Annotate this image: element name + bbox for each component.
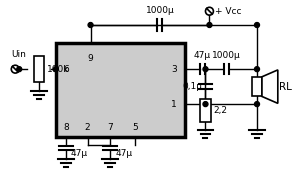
Bar (56, 43, 185, 137)
Text: 1000μ: 1000μ (146, 6, 174, 15)
Text: 47μ: 47μ (71, 149, 88, 158)
Text: 1: 1 (171, 100, 177, 109)
Text: 2,2: 2,2 (213, 106, 227, 115)
Bar (252, 77, 262, 96)
Text: Uin: Uin (11, 50, 26, 59)
Text: 3: 3 (171, 65, 177, 74)
Text: + Vcc: + Vcc (215, 7, 242, 16)
Circle shape (53, 67, 58, 72)
Text: 47μ: 47μ (115, 149, 132, 158)
Text: 0,1μ: 0,1μ (182, 82, 203, 91)
Text: RL: RL (279, 82, 292, 92)
Text: 1000μ: 1000μ (212, 51, 241, 60)
Circle shape (254, 67, 260, 72)
Bar (200, 99, 211, 122)
Circle shape (207, 23, 212, 28)
Text: 5: 5 (132, 123, 138, 132)
Text: 2: 2 (85, 123, 90, 132)
Text: 100k: 100k (47, 65, 70, 74)
Circle shape (254, 102, 260, 107)
Text: 8: 8 (63, 123, 69, 132)
Polygon shape (262, 70, 278, 103)
Text: 6: 6 (64, 65, 70, 74)
Text: 9: 9 (88, 54, 93, 63)
Text: 7: 7 (107, 123, 113, 132)
Bar (34, 56, 44, 82)
Circle shape (203, 102, 208, 107)
Circle shape (254, 23, 260, 28)
Text: 47μ: 47μ (194, 51, 211, 60)
Circle shape (17, 67, 22, 72)
Circle shape (88, 23, 93, 28)
Circle shape (203, 67, 208, 72)
